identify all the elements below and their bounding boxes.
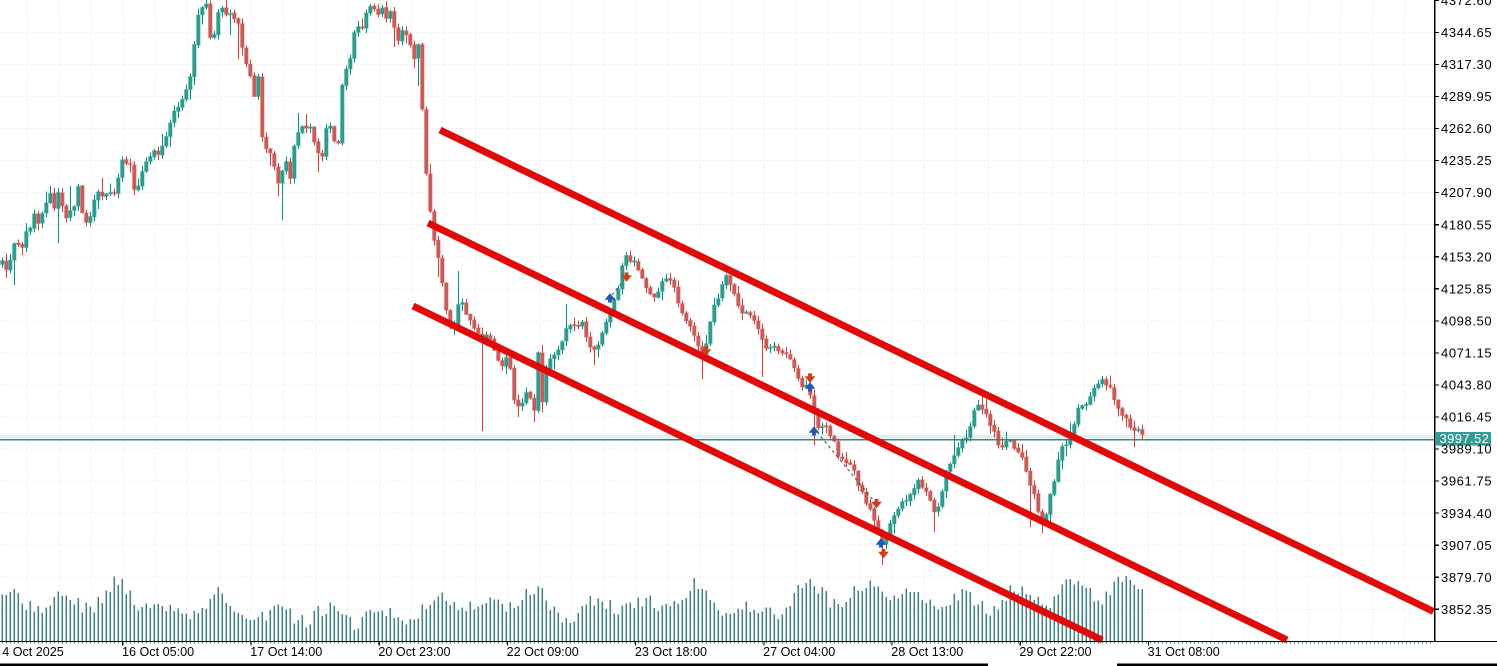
svg-text:3852.35: 3852.35 xyxy=(1441,602,1492,617)
svg-text:3989.10: 3989.10 xyxy=(1441,442,1492,457)
svg-text:3934.40: 3934.40 xyxy=(1441,506,1492,521)
svg-text:4125.85: 4125.85 xyxy=(1441,281,1492,296)
svg-text:4372.60: 4372.60 xyxy=(1441,0,1492,8)
svg-text:16 Oct 05:00: 16 Oct 05:00 xyxy=(122,645,194,659)
svg-text:4098.50: 4098.50 xyxy=(1441,314,1492,329)
svg-text:28 Oct 13:00: 28 Oct 13:00 xyxy=(891,645,963,659)
svg-text:3961.75: 3961.75 xyxy=(1441,474,1492,489)
svg-text:4207.90: 4207.90 xyxy=(1441,185,1492,200)
svg-text:31 Oct 08:00: 31 Oct 08:00 xyxy=(1148,645,1220,659)
svg-text:4043.80: 4043.80 xyxy=(1441,378,1492,393)
svg-text:4180.55: 4180.55 xyxy=(1441,217,1492,232)
svg-text:4235.25: 4235.25 xyxy=(1441,153,1492,168)
svg-text:3997.52: 3997.52 xyxy=(1440,431,1490,446)
svg-text:29 Oct 22:00: 29 Oct 22:00 xyxy=(1019,645,1091,659)
svg-text:23 Oct 18:00: 23 Oct 18:00 xyxy=(635,645,707,659)
svg-text:3879.70: 3879.70 xyxy=(1441,570,1492,585)
svg-text:4262.60: 4262.60 xyxy=(1441,121,1492,136)
svg-text:3907.05: 3907.05 xyxy=(1441,538,1492,553)
svg-text:4317.30: 4317.30 xyxy=(1441,57,1492,72)
svg-text:4344.65: 4344.65 xyxy=(1441,25,1492,40)
svg-text:27 Oct 04:00: 27 Oct 04:00 xyxy=(763,645,835,659)
svg-text:4016.45: 4016.45 xyxy=(1441,410,1492,425)
svg-text:17 Oct 14:00: 17 Oct 14:00 xyxy=(250,645,322,659)
svg-text:4289.95: 4289.95 xyxy=(1441,89,1492,104)
svg-text:22 Oct 09:00: 22 Oct 09:00 xyxy=(507,645,579,659)
svg-text:4071.15: 4071.15 xyxy=(1441,346,1492,361)
svg-text:4 Oct 2025: 4 Oct 2025 xyxy=(2,645,64,659)
svg-text:4153.20: 4153.20 xyxy=(1441,249,1492,264)
svg-text:20 Oct 23:00: 20 Oct 23:00 xyxy=(378,645,450,659)
